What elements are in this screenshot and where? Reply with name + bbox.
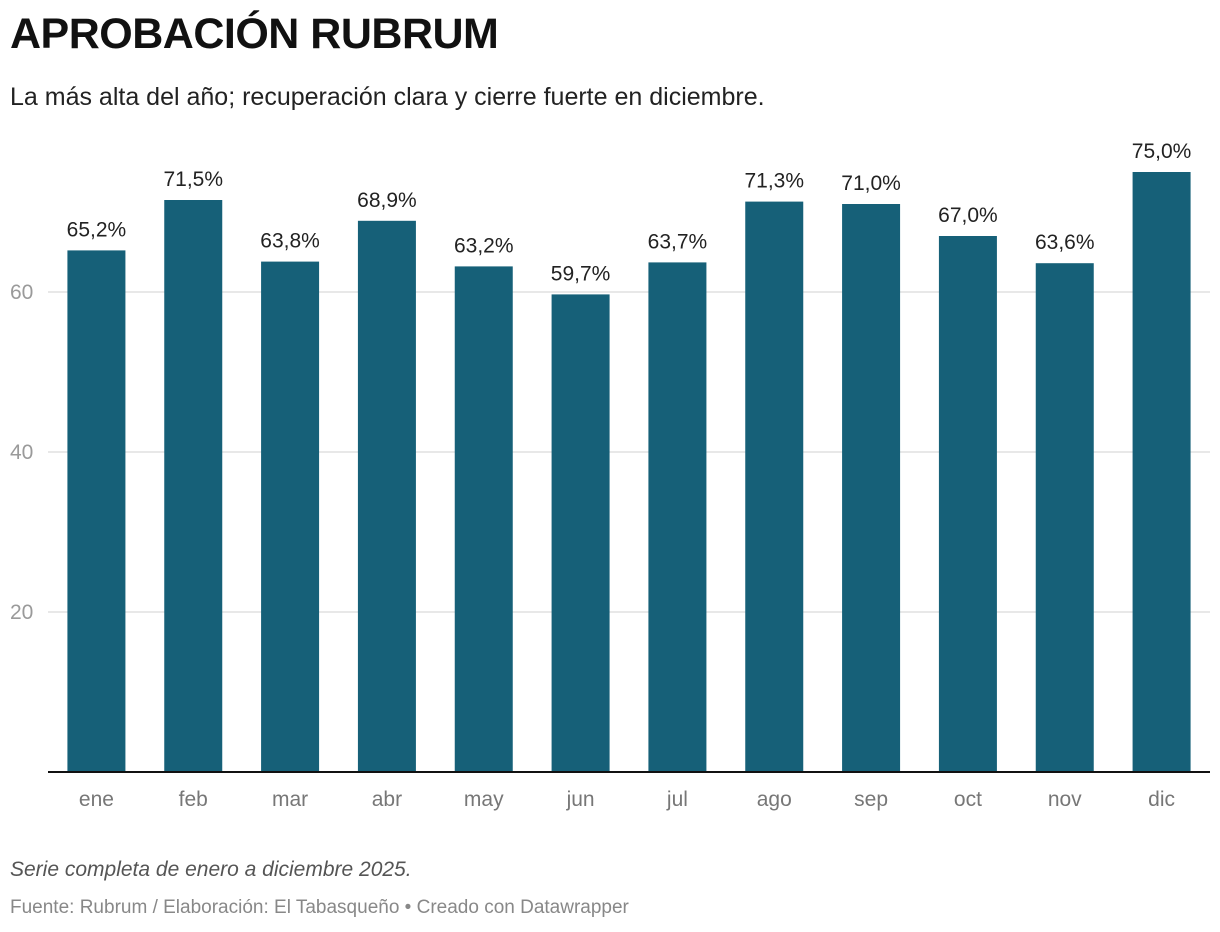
x-tick-label-nov: nov [1048, 788, 1082, 811]
bar-may [454, 266, 513, 772]
grid-lines: 20 40 60 [10, 281, 1210, 624]
bar-mar [261, 261, 320, 772]
bar-oct [938, 236, 997, 772]
value-label-jun: 59,7% [551, 262, 611, 285]
x-tick-label-feb: feb [179, 788, 208, 811]
chart-note: Serie completa de enero a diciembre 2025… [10, 858, 412, 881]
bar-chart: 20 40 60 65,2% 71,5% 63,8% 68,9% 63,2% 59,7% 63,… [10, 140, 1210, 811]
value-label-ago: 71,3% [744, 170, 804, 193]
bar-sep [842, 204, 901, 772]
bar-abr [357, 220, 416, 773]
value-label-jul: 63,7% [648, 230, 708, 253]
bar-ene [67, 250, 126, 772]
x-tick-label-jul: jul [666, 788, 688, 811]
y-tick-label: 40 [10, 441, 33, 464]
axes: ene feb mar abr may jun jul ago sep oct nov dic [48, 771, 1210, 811]
value-label-dic: 75,0% [1132, 140, 1192, 163]
x-tick-label-ago: ago [757, 788, 792, 811]
x-tick-label-ene: ene [79, 788, 114, 811]
x-tick-label-abr: abr [372, 788, 402, 811]
y-tick-label: 60 [10, 281, 33, 304]
bar-jun [551, 294, 610, 772]
chart-source: Fuente: Rubrum / Elaboración: El Tabasqu… [10, 897, 629, 918]
x-tick-label-may: may [464, 788, 504, 811]
y-tick-label: 20 [10, 601, 33, 624]
chart-subtitle: La más alta del año; recuperación clara … [10, 83, 765, 111]
value-label-feb: 71,5% [163, 168, 223, 191]
bar-nov [1035, 263, 1094, 772]
bar-jul [648, 262, 707, 772]
bar-ago [745, 201, 804, 773]
value-label-sep: 71,0% [841, 172, 901, 195]
value-label-abr: 68,9% [357, 189, 417, 212]
bars [67, 172, 1191, 773]
x-tick-label-dic: dic [1148, 788, 1175, 811]
value-label-mar: 63,8% [260, 230, 320, 253]
x-tick-label-jun: jun [566, 788, 595, 811]
bar-feb [164, 200, 223, 772]
value-label-oct: 67,0% [938, 204, 998, 227]
value-label-ene: 65,2% [67, 218, 127, 241]
x-tick-label-oct: oct [954, 788, 982, 811]
bar-dic [1132, 172, 1191, 772]
chart-title: APROBACIÓN RUBRUM [10, 10, 499, 58]
value-labels: 65,2% 71,5% 63,8% 68,9% 63,2% 59,7% 63,7% 71,3%… [67, 140, 1192, 285]
x-tick-label-sep: sep [854, 788, 888, 811]
value-label-may: 63,2% [454, 234, 514, 257]
x-tick-label-mar: mar [272, 788, 308, 811]
value-label-nov: 63,6% [1035, 231, 1095, 254]
